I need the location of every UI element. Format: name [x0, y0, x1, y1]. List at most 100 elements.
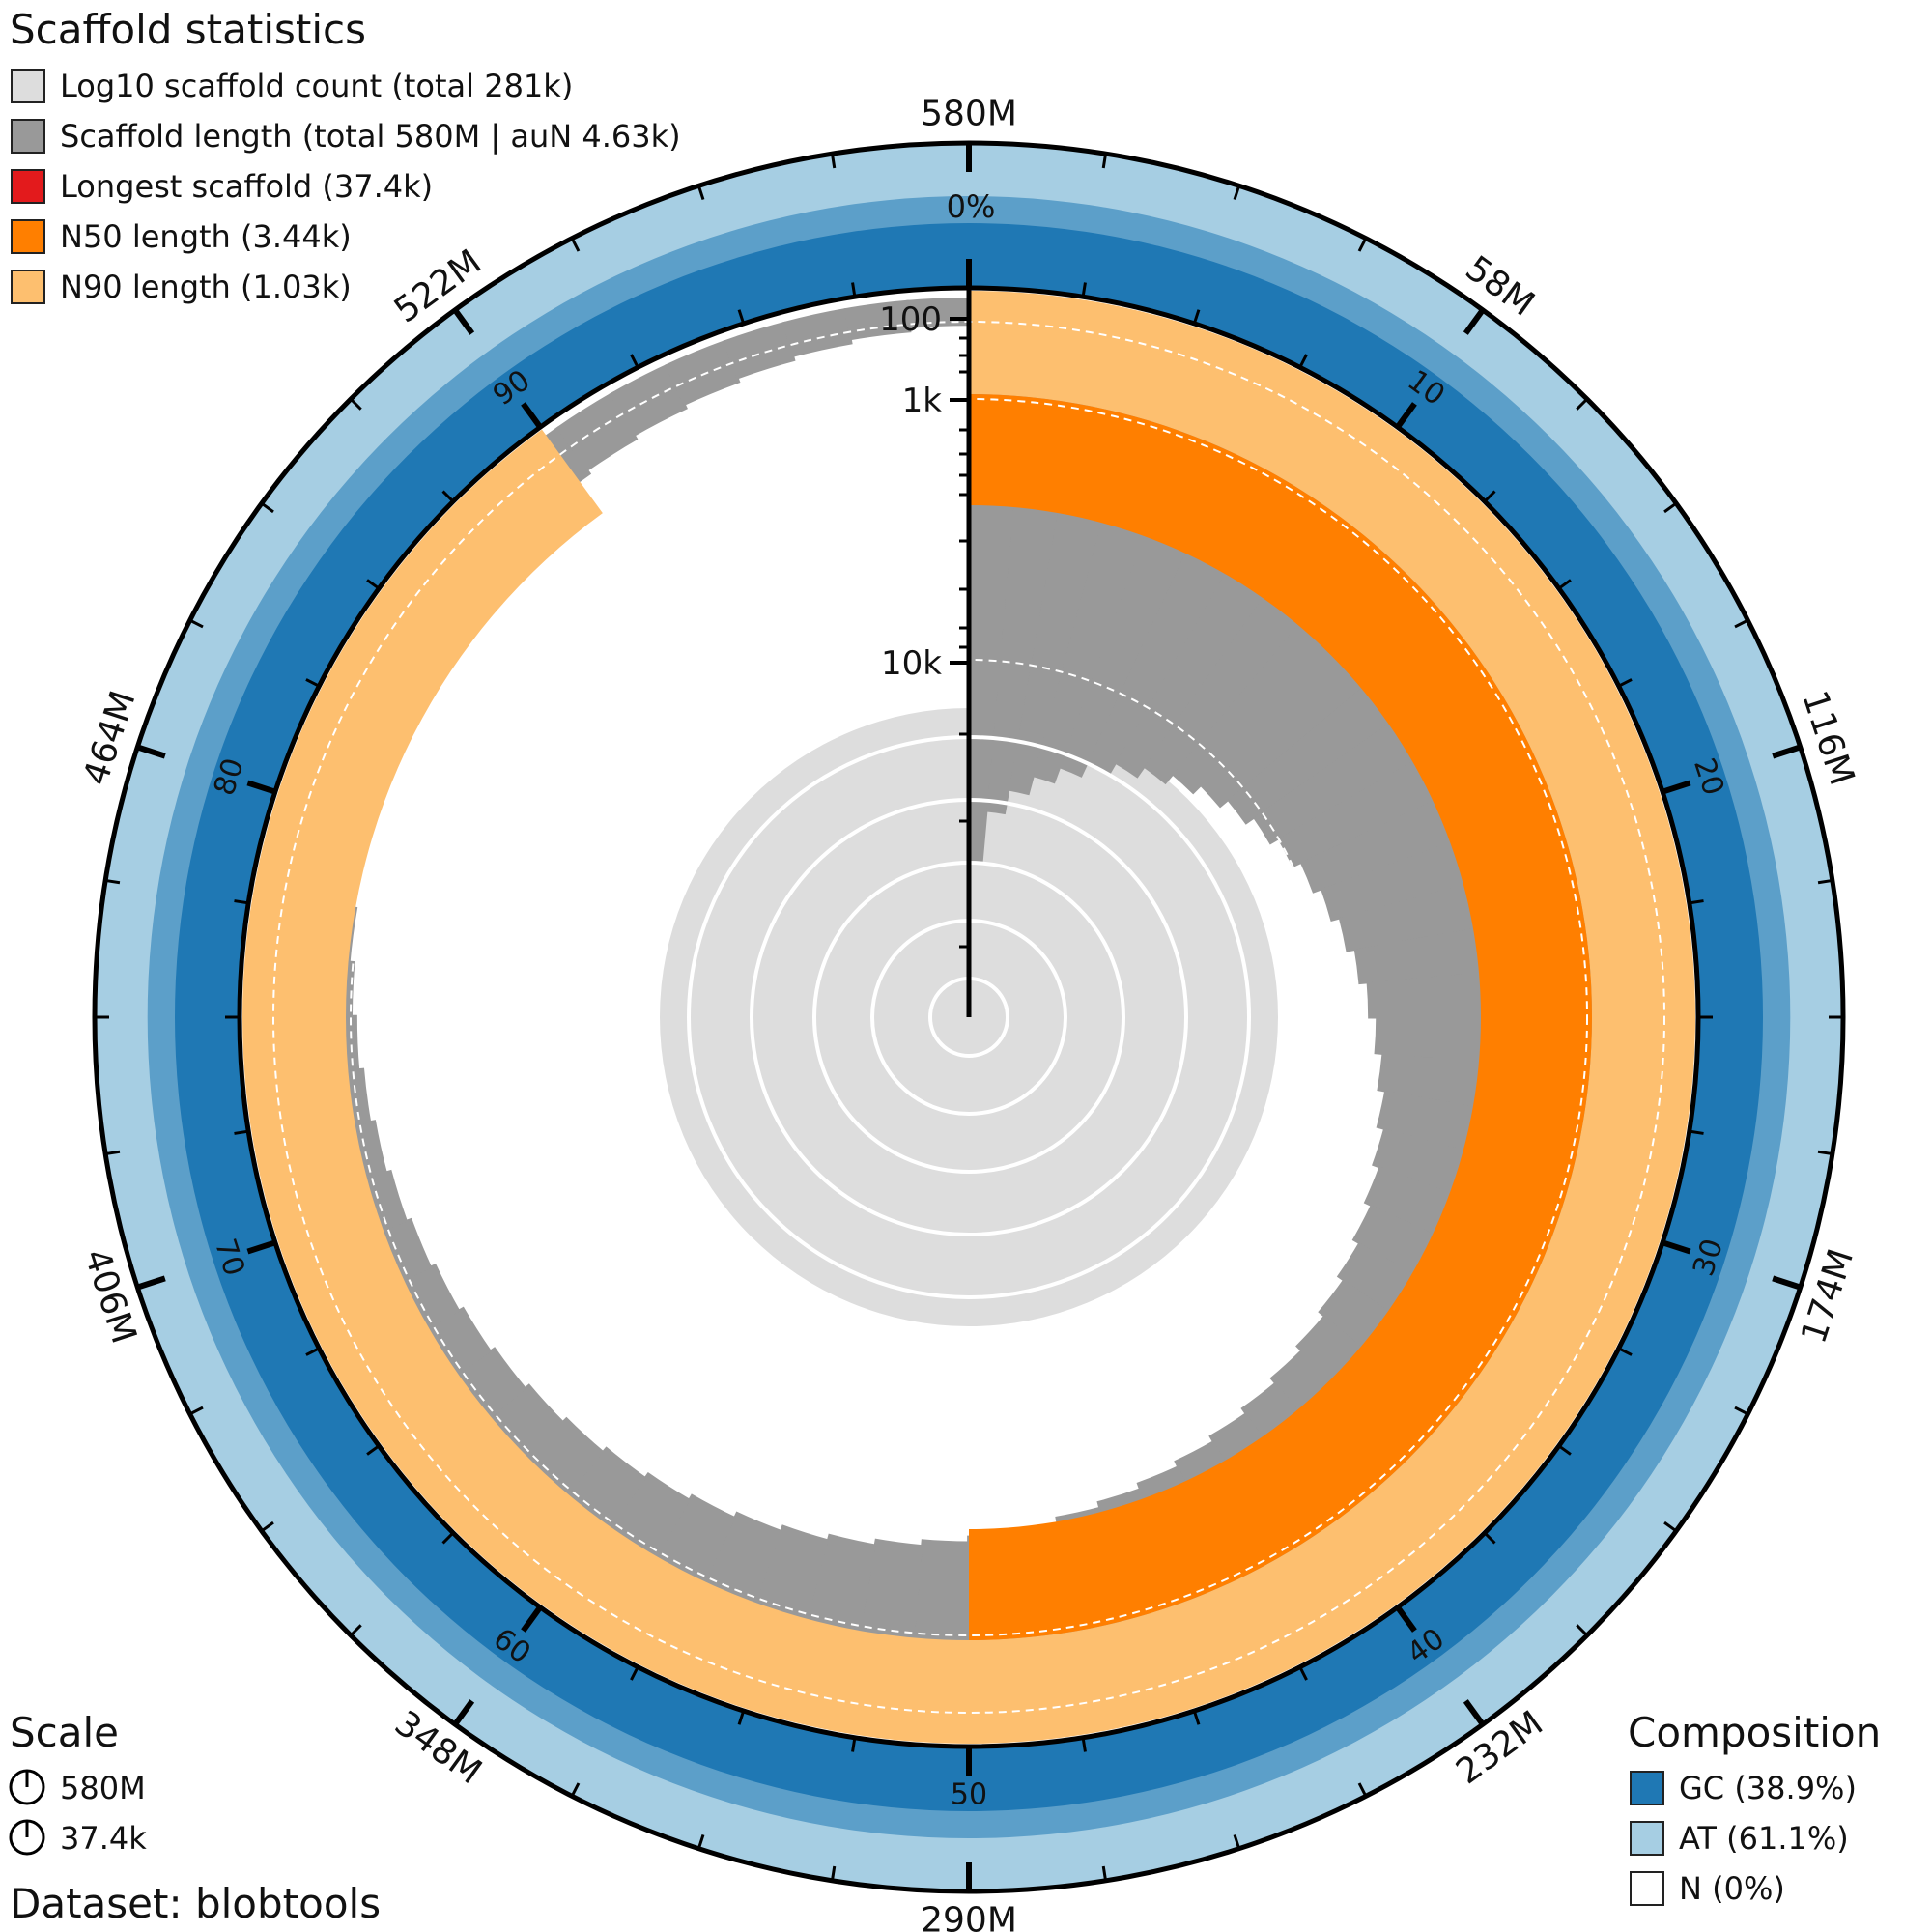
outer-minor-tick	[1101, 153, 1108, 169]
inner-minor-tick	[1298, 354, 1308, 368]
outer-minor-tick	[696, 1833, 705, 1850]
inner-minor-tick	[737, 309, 746, 325]
inner-major-tick	[246, 780, 276, 795]
legend-swatch	[11, 169, 45, 204]
inner-major-tick	[521, 402, 543, 429]
inner-minor-tick	[234, 1129, 249, 1135]
outer-minor-tick	[1357, 1782, 1368, 1798]
scaffold-length-wedge	[555, 392, 639, 472]
inner-minor-tick	[305, 678, 320, 688]
inner-major-tick	[1395, 402, 1417, 429]
inner-major-tick	[246, 1239, 276, 1255]
inner-major-tick	[521, 1605, 543, 1633]
legend-label: Longest scaffold (37.4k)	[60, 168, 433, 205]
outer-minor-tick	[350, 1624, 362, 1636]
outer-minor-tick	[350, 398, 362, 411]
outer-minor-tick	[570, 1782, 581, 1798]
outer-minor-tick	[1817, 1150, 1833, 1156]
legend-label: N50 length (3.44k)	[60, 218, 352, 255]
outer-minor-tick	[830, 1865, 837, 1882]
scaffold-length-wedge	[609, 363, 688, 438]
radial-tick-label: 100	[879, 300, 942, 339]
inner-minor-tick	[1483, 490, 1496, 503]
inner-major-tick	[1662, 1239, 1691, 1255]
outer-minor-tick	[188, 618, 204, 629]
outer-minor-tick	[1734, 618, 1749, 629]
composition-swatch	[1630, 1871, 1664, 1906]
scale-label: 580M	[60, 1770, 146, 1806]
outer-minor-tick	[1663, 501, 1678, 514]
inner-minor-tick	[1192, 1710, 1201, 1725]
inner-minor-tick	[366, 579, 381, 590]
inner-minor-tick	[630, 354, 639, 368]
outer-minor-tick	[1101, 1865, 1108, 1882]
inner-major-tick	[1662, 780, 1691, 795]
inner-minor-tick	[1557, 1444, 1572, 1456]
inner-minor-tick	[1081, 1737, 1087, 1752]
legend-swatch	[11, 119, 45, 154]
inner-minor-tick	[1298, 1666, 1308, 1681]
percent-tick-label: 50	[951, 1778, 987, 1812]
dataset-label: Dataset: blobtools	[10, 1880, 381, 1927]
inner-minor-tick	[737, 1710, 746, 1725]
outer-minor-tick	[1233, 1833, 1241, 1850]
radial-tick-label: 10k	[881, 644, 942, 683]
outer-minor-tick	[188, 1406, 204, 1416]
outer-major-tick	[136, 1275, 166, 1291]
scaffold-length-wedge	[665, 340, 741, 407]
inner-minor-tick	[1618, 1347, 1633, 1356]
outer-minor-tick	[1734, 1406, 1749, 1416]
outer-minor-tick	[1663, 1520, 1678, 1533]
composition-swatch	[1630, 1821, 1664, 1856]
outer-minor-tick	[104, 878, 121, 885]
scale-title: Scale	[10, 1709, 119, 1756]
radial-tick-label: 1k	[902, 382, 943, 420]
inner-minor-tick	[851, 1737, 857, 1752]
inner-minor-tick	[630, 1666, 639, 1681]
inner-minor-tick	[1689, 899, 1704, 905]
inner-minor-tick	[305, 1347, 320, 1356]
n50-sector	[969, 394, 1592, 1640]
outer-minor-tick	[1576, 398, 1588, 411]
legend-title: Scaffold statistics	[10, 6, 366, 53]
inner-major-tick	[1395, 1605, 1417, 1633]
outer-minor-tick	[260, 501, 274, 514]
legend-label: Scaffold length (total 580M | auN 4.63k)	[60, 118, 681, 155]
inner-minor-tick	[1483, 1531, 1496, 1545]
inner-minor-tick	[1081, 282, 1087, 298]
legend-label: N90 length (1.03k)	[60, 269, 352, 305]
inner-minor-tick	[441, 1531, 455, 1545]
composition-label: N (0%)	[1679, 1870, 1785, 1907]
outer-minor-tick	[830, 153, 837, 169]
legend-label: Log10 scaffold count (total 281k)	[60, 68, 573, 104]
outer-major-tick	[452, 308, 475, 335]
outer-minor-tick	[696, 185, 705, 201]
composition-swatch	[1630, 1771, 1664, 1805]
inner-minor-tick	[1557, 579, 1572, 590]
outer-major-tick	[1463, 1699, 1486, 1726]
inner-minor-tick	[1689, 1129, 1704, 1135]
inner-minor-tick	[234, 899, 249, 905]
inner-minor-tick	[366, 1444, 381, 1456]
outer-major-tick	[1463, 308, 1486, 335]
scale-label: 37.4k	[60, 1820, 147, 1857]
composition-label: AT (61.1%)	[1679, 1820, 1849, 1857]
outer-major-tick	[452, 1699, 475, 1726]
outer-major-tick	[136, 744, 166, 759]
outer-tick-label: 580M	[921, 95, 1017, 134]
inner-minor-tick	[851, 282, 857, 298]
scaffold-length-wedge	[906, 298, 972, 329]
outer-major-tick	[1772, 1275, 1802, 1291]
outer-minor-tick	[1233, 185, 1241, 201]
legend-swatch	[11, 69, 45, 103]
composition-label: GC (38.9%)	[1679, 1770, 1857, 1806]
outer-minor-tick	[260, 1520, 274, 1533]
percent-zero-label: 0%	[947, 188, 996, 225]
outer-minor-tick	[1576, 1624, 1588, 1636]
scaffold-length-wedge	[723, 321, 796, 380]
outer-major-tick	[1772, 744, 1802, 759]
outer-minor-tick	[1357, 237, 1368, 252]
outer-minor-tick	[570, 237, 581, 252]
scaffold-length-wedge	[782, 307, 853, 358]
